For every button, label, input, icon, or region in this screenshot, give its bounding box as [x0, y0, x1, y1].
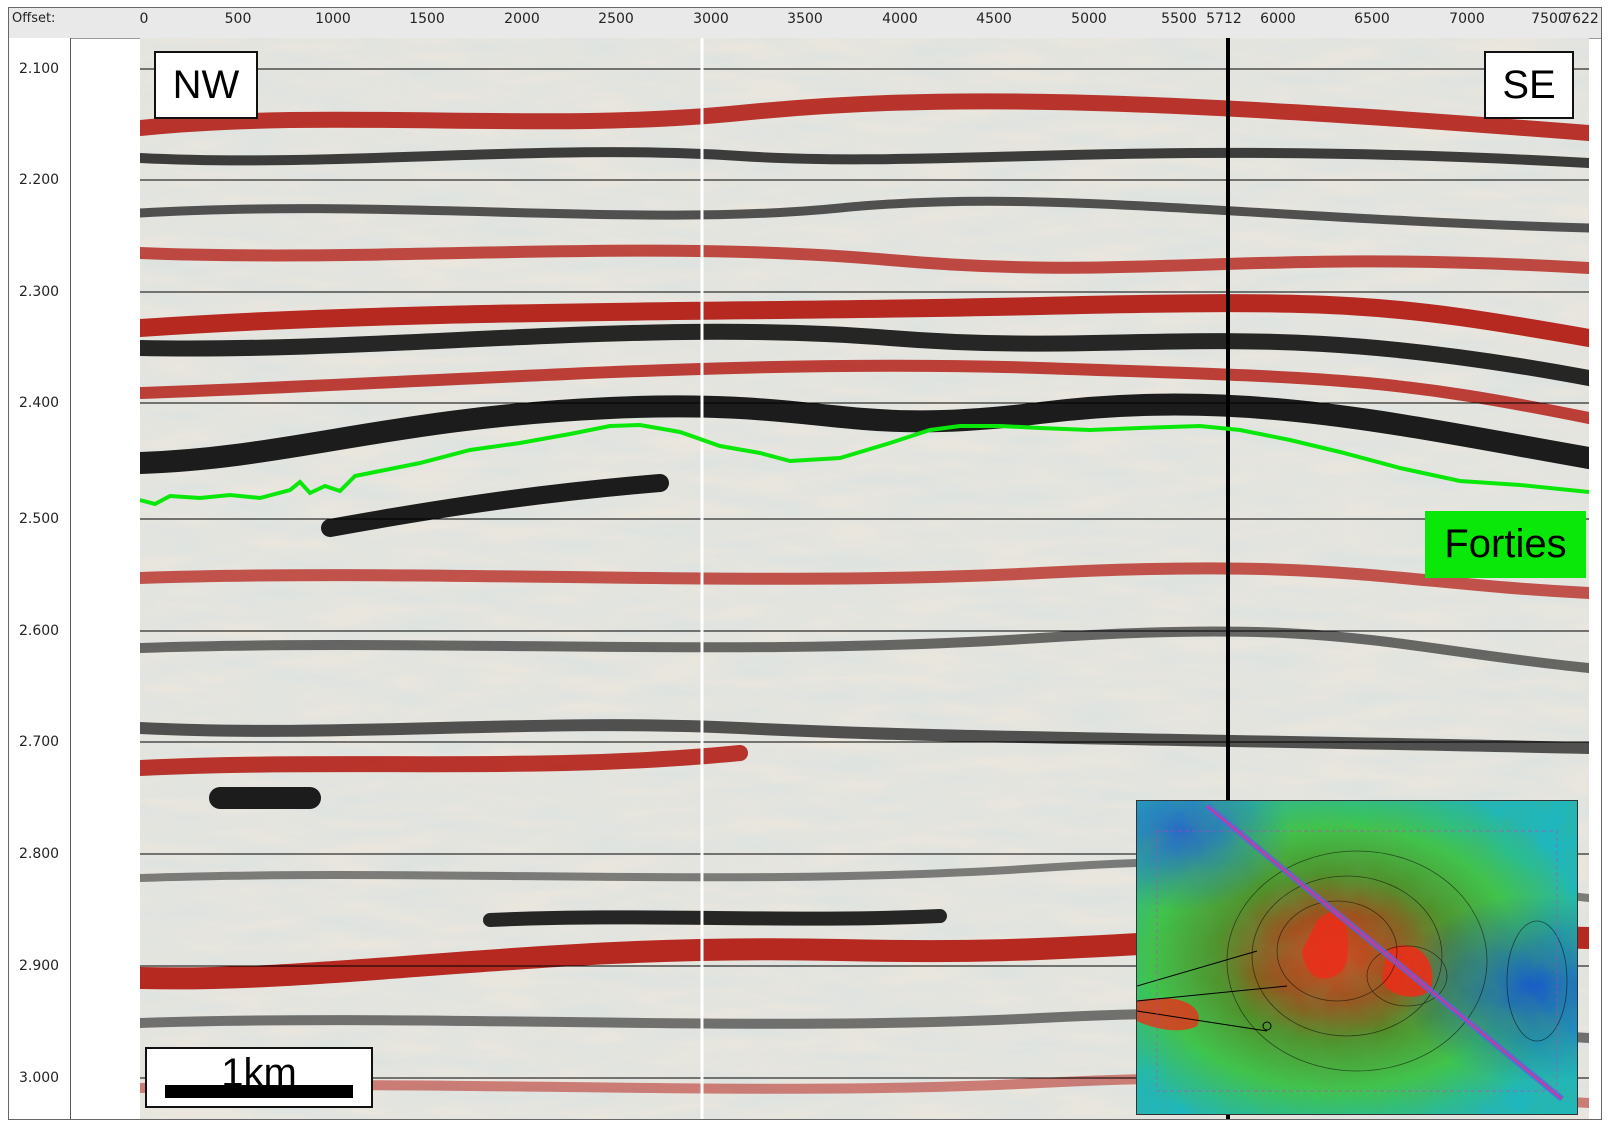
forties-horizon-label: Forties — [1425, 511, 1586, 578]
x-tick-label: 1000 — [315, 11, 351, 27]
x-tick-label: 5000 — [1071, 11, 1107, 27]
x-tick-label: 6500 — [1354, 11, 1390, 27]
y-tick-label: 3.000 — [19, 1070, 60, 1086]
x-tick-label: 0 — [139, 11, 149, 27]
x-tick-label: 3000 — [693, 11, 729, 27]
forties-horizon — [140, 422, 1589, 507]
x-tick-label: 7622 — [1563, 11, 1599, 27]
y-tick-label: 2.100 — [19, 61, 60, 77]
offset-label: Offset: — [12, 11, 56, 26]
x-tick-label: 2500 — [598, 11, 634, 27]
y-tick-label: 2.300 — [19, 284, 60, 300]
reflector — [321, 474, 669, 537]
reflector — [140, 562, 1589, 599]
y-tick-label: 2.600 — [19, 623, 60, 639]
reflector — [483, 909, 947, 927]
reflector — [140, 626, 1589, 673]
x-tick-label: 7000 — [1449, 11, 1485, 27]
x-tick-label: 7500 — [1531, 11, 1567, 27]
x-tick-label: 3500 — [787, 11, 823, 27]
reflector — [140, 393, 1589, 474]
reflector — [140, 294, 1589, 347]
x-tick-label: 2000 — [504, 11, 540, 27]
reflector — [140, 745, 748, 776]
reflector — [140, 147, 1589, 168]
reflector — [140, 719, 1589, 754]
y-tick-label: 2.200 — [19, 172, 60, 188]
y-tick-label: 2.500 — [19, 511, 60, 527]
scale-bar-line — [165, 1085, 353, 1098]
y-tick-label: 2.700 — [19, 734, 60, 750]
x-tick-label: 5500 — [1161, 11, 1197, 27]
offset-ruler[interactable]: Offset: 0 500 1000 1500 2000 2500 3000 3… — [8, 7, 1602, 39]
x-tick-label: 6000 — [1260, 11, 1296, 27]
y-tick-label: 2.400 — [19, 395, 60, 411]
x-tick-label: 1500 — [409, 11, 445, 27]
x-tick-label: 4000 — [882, 11, 918, 27]
x-tick-label: 5712 — [1206, 11, 1242, 27]
inset-map-canvas — [1137, 801, 1577, 1114]
scale-bar: 1km — [145, 1047, 373, 1108]
reflector — [140, 359, 1589, 424]
time-gridlines — [140, 68, 1589, 1079]
se-label: SE — [1484, 51, 1574, 119]
time-axis[interactable]: 2.100 2.200 2.300 2.400 2.500 2.600 2.70… — [8, 38, 71, 1120]
x-tick-label: 500 — [224, 11, 252, 27]
y-tick-label: 2.800 — [19, 846, 60, 862]
inset-map[interactable] — [1136, 800, 1578, 1115]
reflector — [140, 244, 1589, 274]
reflector — [140, 196, 1589, 233]
reflector — [140, 93, 1589, 141]
y-tick-label: 2.900 — [19, 958, 60, 974]
reflector — [140, 323, 1589, 386]
x-tick-label: 4500 — [976, 11, 1012, 27]
nw-label: NW — [154, 51, 258, 119]
